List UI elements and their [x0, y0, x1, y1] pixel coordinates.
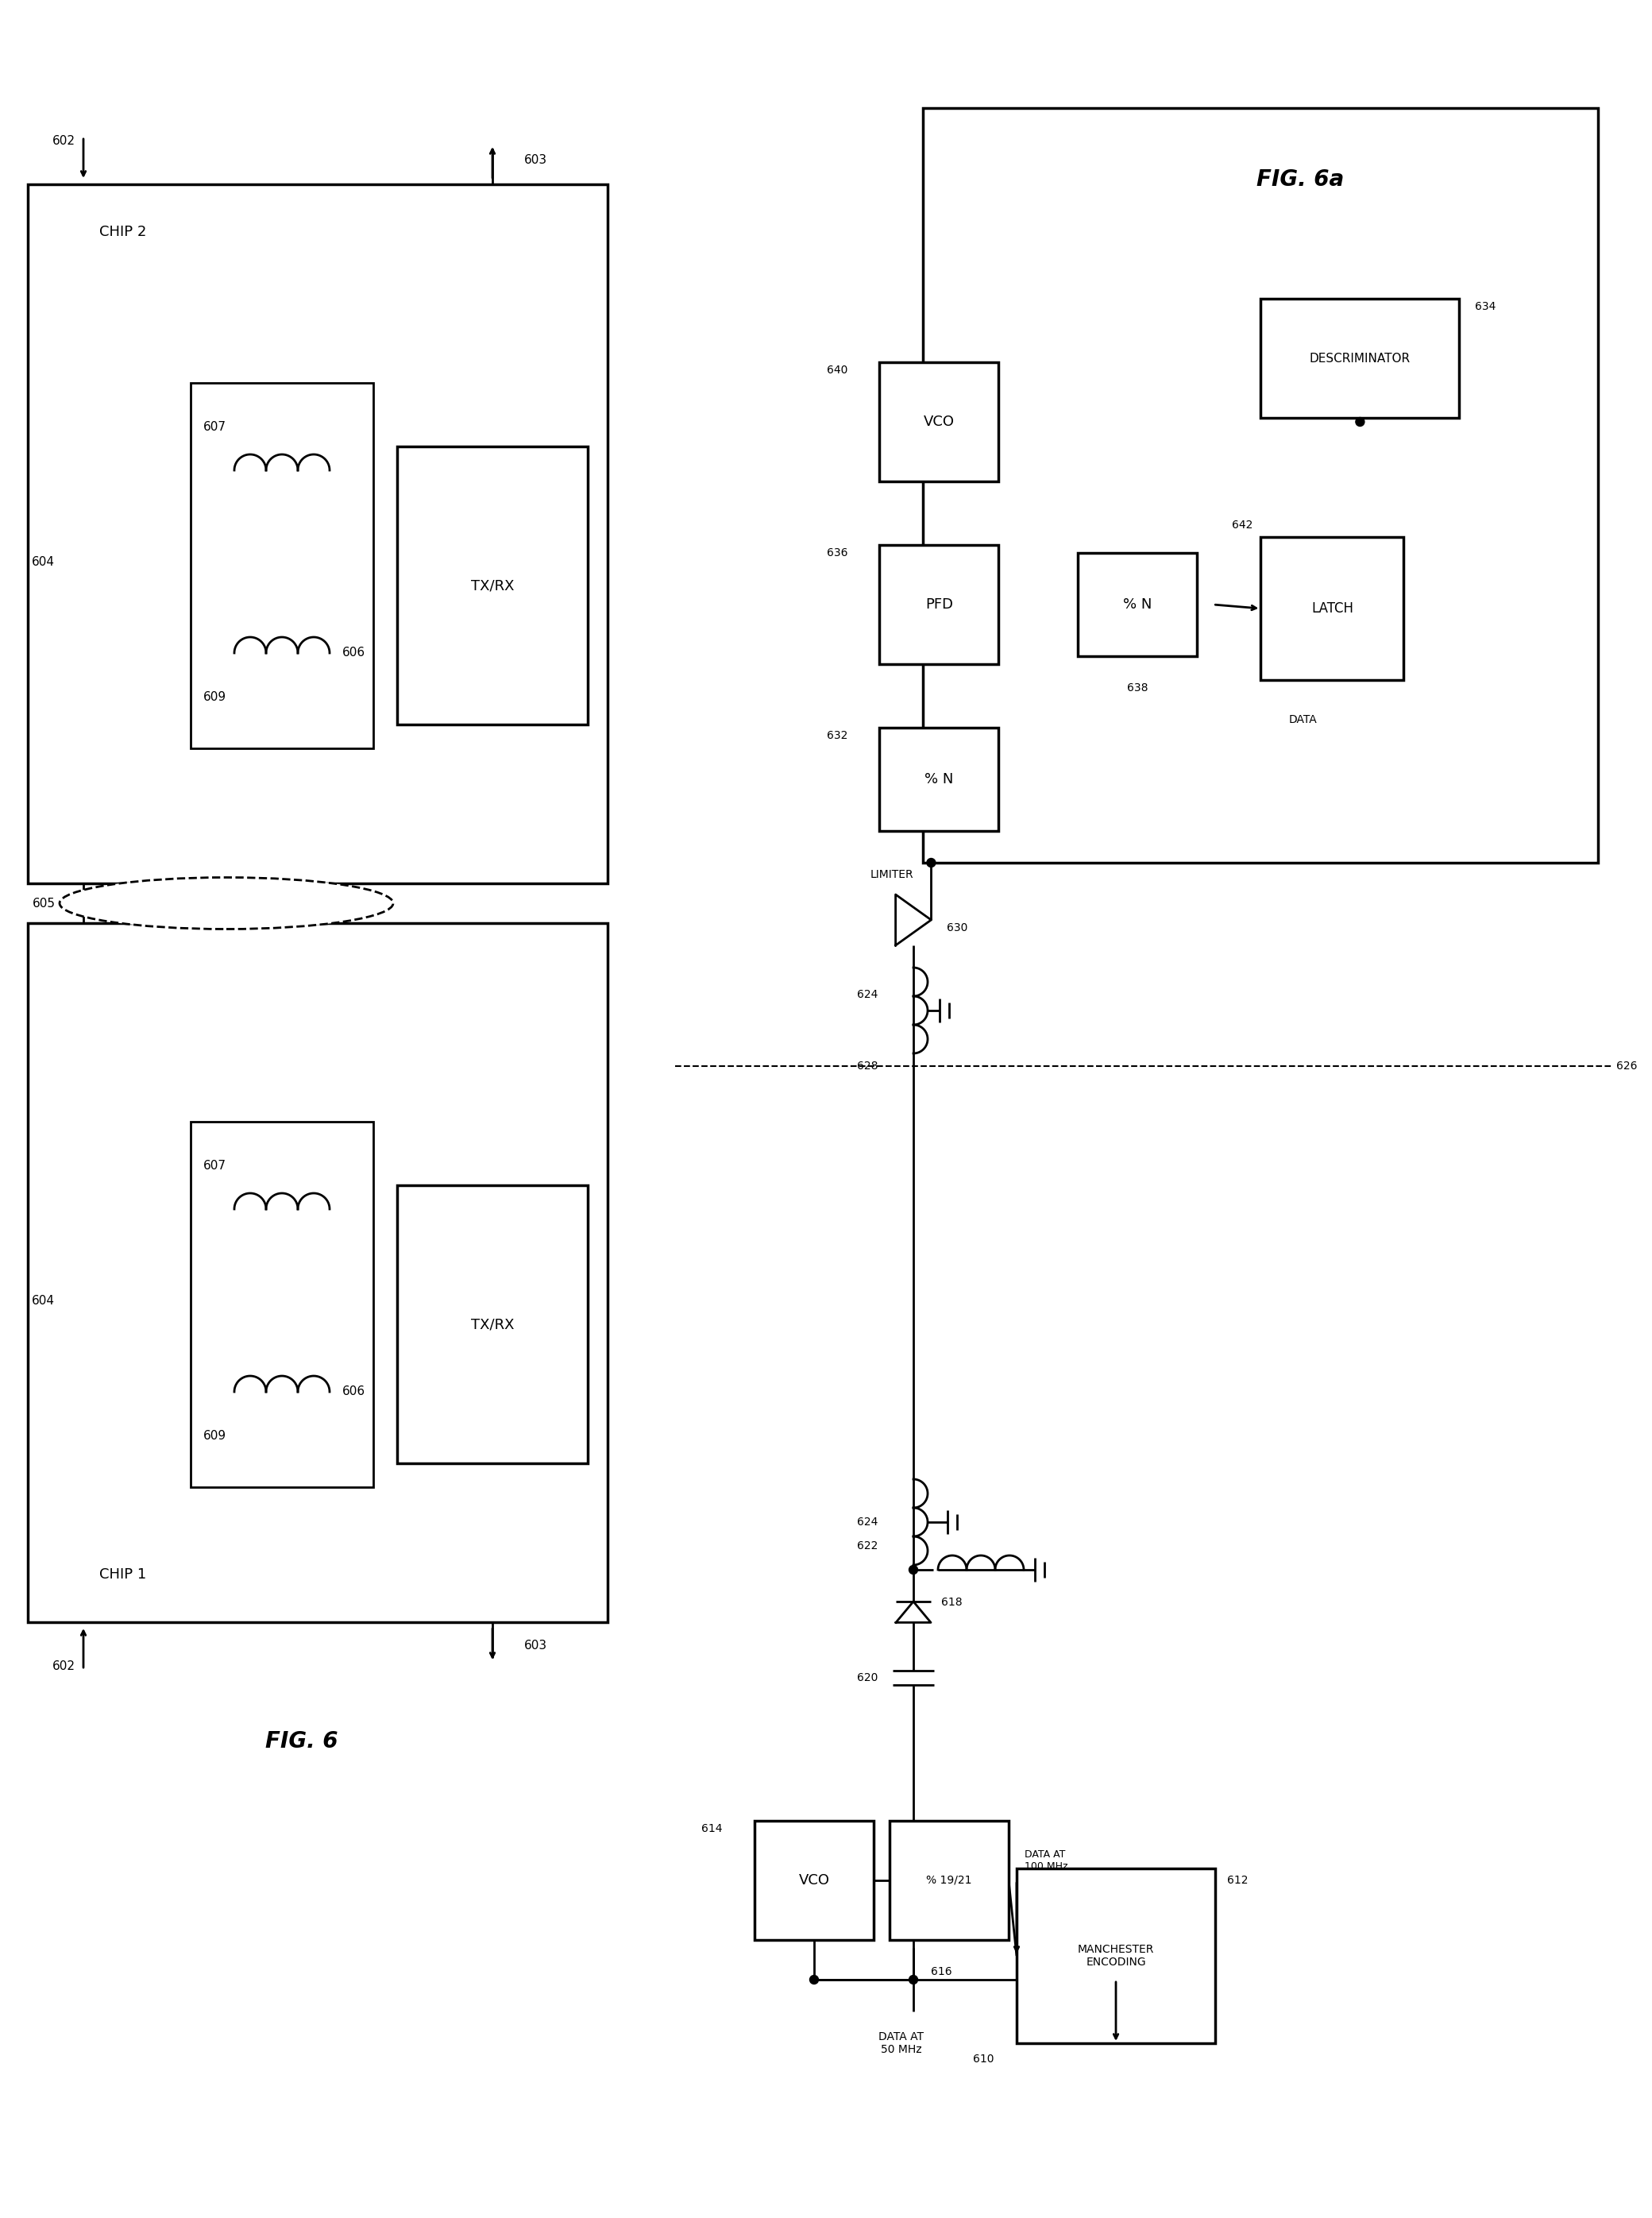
Circle shape	[809, 1976, 818, 1985]
Text: CHIP 1: CHIP 1	[99, 1568, 147, 1581]
Bar	[1079, 552, 1198, 657]
Bar	[190, 384, 373, 747]
Text: 603: 603	[524, 155, 547, 166]
Ellipse shape	[59, 878, 393, 929]
Bar	[1260, 537, 1404, 681]
Bar	[879, 728, 999, 832]
Text: 607: 607	[203, 1160, 226, 1171]
Text: 610: 610	[973, 2054, 995, 2065]
Text: 603: 603	[524, 1639, 547, 1652]
Text: PFD: PFD	[925, 597, 953, 612]
Text: % 19/21: % 19/21	[927, 1874, 971, 1885]
Bar	[1016, 1868, 1216, 2043]
Text: 634: 634	[1475, 302, 1497, 313]
Text: 622: 622	[857, 1539, 877, 1550]
Text: % N: % N	[1123, 597, 1151, 612]
Text: FIG. 6: FIG. 6	[266, 1730, 339, 1752]
Text: 640: 640	[826, 364, 847, 375]
Bar	[889, 1821, 1009, 1941]
Bar	[28, 184, 608, 883]
Bar	[28, 923, 608, 1621]
Text: 626: 626	[1616, 1060, 1637, 1071]
Text: VCO: VCO	[923, 415, 955, 428]
Text: 630: 630	[947, 923, 968, 934]
Text: DATA AT
100 MHz: DATA AT 100 MHz	[1024, 1850, 1067, 1872]
Text: 606: 606	[342, 1386, 365, 1397]
Text: 632: 632	[826, 730, 847, 741]
Text: % N: % N	[925, 772, 953, 787]
Bar	[190, 1122, 373, 1486]
Text: 624: 624	[857, 989, 877, 1000]
Text: 604: 604	[31, 557, 55, 568]
Text: LIMITER: LIMITER	[871, 869, 914, 881]
Text: DESCRIMINATOR: DESCRIMINATOR	[1310, 353, 1411, 364]
Text: 618: 618	[942, 1597, 963, 1608]
Text: 636: 636	[826, 548, 847, 559]
Bar	[755, 1821, 874, 1941]
Text: 609: 609	[203, 690, 226, 703]
Text: 606: 606	[342, 648, 365, 659]
Bar	[396, 1184, 588, 1464]
Text: TX/RX: TX/RX	[471, 579, 514, 592]
Text: 607: 607	[203, 421, 226, 433]
Text: 605: 605	[33, 898, 56, 909]
Text: 638: 638	[1127, 683, 1148, 694]
Bar	[879, 362, 999, 481]
Text: 602: 602	[53, 1659, 76, 1672]
Text: MANCHESTER
ENCODING: MANCHESTER ENCODING	[1077, 1943, 1155, 1967]
Bar	[923, 109, 1599, 863]
Text: 614: 614	[702, 1823, 724, 1834]
Text: FIG. 6a: FIG. 6a	[1257, 169, 1345, 191]
Text: 612: 612	[1227, 1874, 1249, 1885]
Bar	[1260, 299, 1459, 417]
Text: 604: 604	[31, 1295, 55, 1306]
Text: DATA AT
50 MHz: DATA AT 50 MHz	[879, 2032, 923, 2056]
Text: 642: 642	[1232, 519, 1252, 530]
Text: LATCH: LATCH	[1312, 601, 1353, 617]
Text: 602: 602	[53, 135, 76, 146]
Polygon shape	[895, 894, 932, 945]
Polygon shape	[895, 1601, 930, 1624]
Text: DATA: DATA	[1289, 714, 1317, 725]
Circle shape	[1356, 417, 1365, 426]
Bar	[879, 546, 999, 663]
Text: 620: 620	[857, 1672, 877, 1683]
Text: 616: 616	[930, 1965, 952, 1976]
Circle shape	[909, 1976, 919, 1985]
Text: 609: 609	[203, 1431, 226, 1442]
Bar	[396, 446, 588, 725]
Text: VCO: VCO	[798, 1874, 829, 1888]
Text: 628: 628	[857, 1060, 877, 1071]
Text: CHIP 2: CHIP 2	[99, 224, 147, 240]
Circle shape	[909, 1566, 919, 1575]
Text: 624: 624	[857, 1517, 877, 1528]
Circle shape	[927, 858, 935, 867]
Text: TX/RX: TX/RX	[471, 1317, 514, 1331]
